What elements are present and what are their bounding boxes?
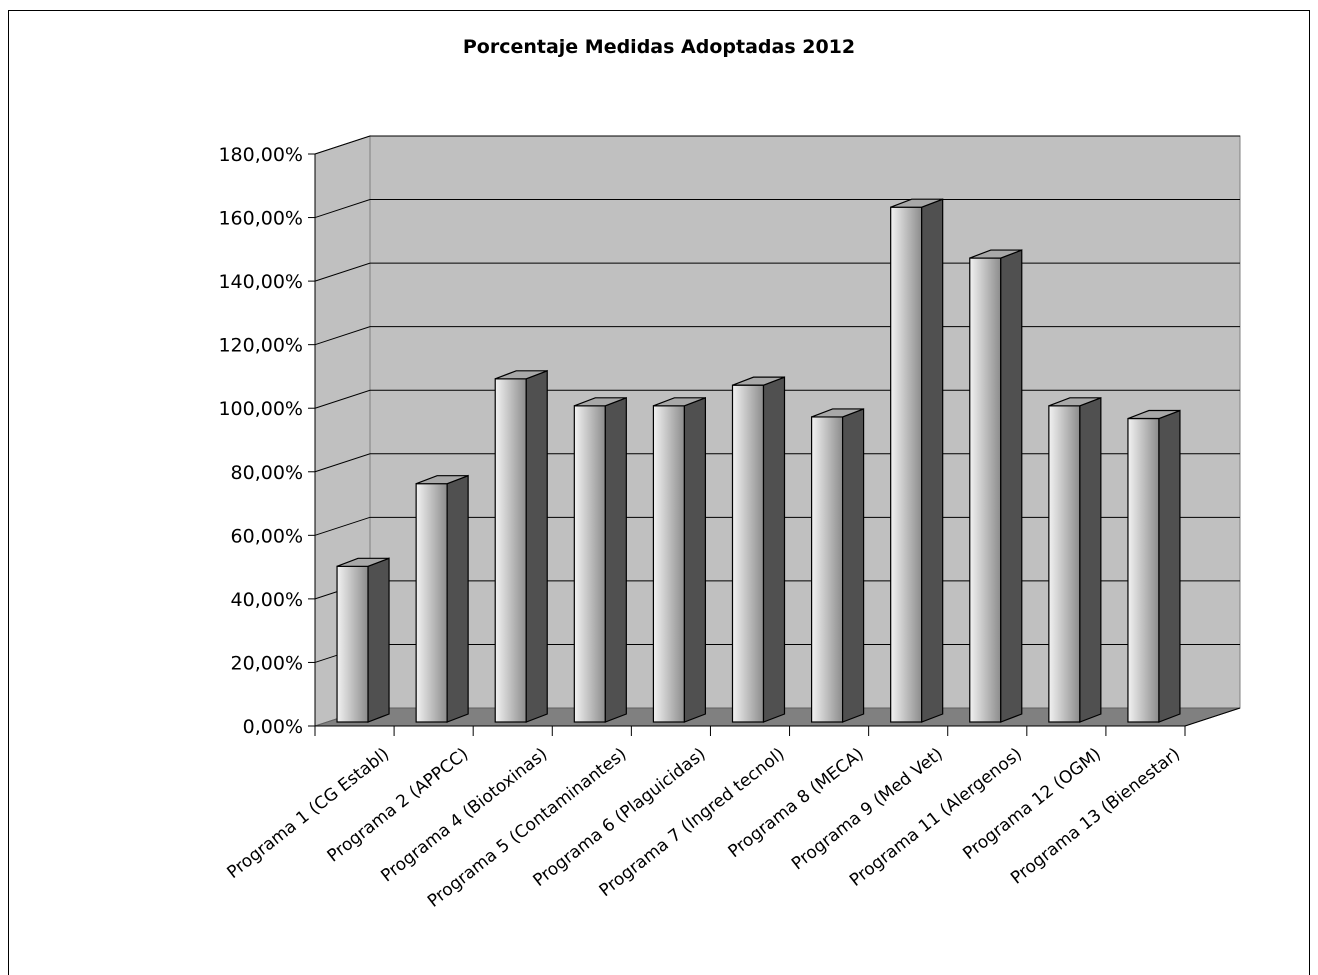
y-tick-label: 0,00% — [243, 716, 303, 738]
bar — [415, 474, 469, 723]
bar — [652, 396, 707, 723]
gridline — [314, 199, 1240, 219]
bar — [573, 396, 627, 723]
bar — [1048, 396, 1102, 723]
bar-side — [446, 474, 469, 723]
bar — [731, 376, 786, 723]
bar — [890, 198, 944, 723]
bar-front — [810, 416, 844, 723]
bar-front — [969, 257, 1002, 723]
x-axis-depth-line — [1184, 707, 1241, 727]
bar-side — [921, 198, 944, 723]
bar-front — [415, 483, 448, 723]
gridline — [314, 389, 1240, 409]
bar-top — [811, 408, 864, 418]
bar-side — [604, 396, 627, 723]
bar-front — [494, 378, 527, 723]
bar-top — [495, 370, 548, 380]
bar-front — [336, 565, 369, 723]
bar-side — [762, 376, 786, 723]
gridline — [314, 135, 1240, 155]
bar — [1127, 409, 1181, 723]
bar — [969, 249, 1023, 723]
bar-front — [890, 206, 923, 723]
bar — [336, 557, 390, 723]
x-tick-label: Programa 2 (APPCC) — [324, 744, 473, 866]
bar-top — [890, 198, 943, 208]
y-tick-label: 120,00% — [218, 335, 303, 357]
y-tick-label: 80,00% — [231, 462, 303, 484]
gridlines — [314, 135, 1240, 663]
gridline — [314, 326, 1240, 346]
bar-top — [336, 557, 390, 567]
y-tick-label: 20,00% — [231, 652, 303, 674]
bar-side — [1079, 396, 1102, 723]
bar-front — [652, 405, 686, 723]
bar — [810, 408, 865, 723]
bar-side — [1000, 249, 1023, 723]
bar — [494, 369, 548, 723]
bar-top — [574, 397, 627, 407]
bar-front — [731, 384, 765, 723]
bar-side — [841, 408, 865, 723]
bar-front — [1127, 417, 1160, 723]
chart-title: Porcentaje Medidas Adoptadas 2012 — [462, 36, 856, 58]
x-tick-label: Programa 1 (CG Establ) — [224, 744, 394, 883]
y-tick-label: 160,00% — [218, 208, 303, 230]
bar-top — [653, 397, 706, 407]
y-tick-label: 60,00% — [231, 525, 303, 547]
gridline — [314, 453, 1240, 473]
gridline — [314, 262, 1240, 282]
y-tick-label: 40,00% — [231, 589, 303, 611]
x-tick-label: Programa 12 (OGM) — [959, 744, 1105, 864]
bar-front — [573, 405, 606, 723]
bar-top — [415, 475, 469, 485]
bar-top — [732, 376, 785, 386]
bar-side — [1158, 409, 1181, 723]
bar-side — [525, 369, 548, 723]
bar-front — [1048, 405, 1081, 723]
y-tick-label: 180,00% — [218, 144, 303, 166]
axes — [308, 153, 1241, 736]
gridline — [314, 516, 1240, 536]
bar-side — [367, 557, 390, 723]
y-tick-label: 100,00% — [218, 398, 303, 420]
bar-top — [969, 249, 1022, 259]
y-tick-label: 140,00% — [218, 271, 303, 293]
bar-side — [683, 396, 707, 723]
bar-top — [1127, 409, 1181, 420]
x-tick-label: Programa 8 (MECA) — [725, 744, 868, 862]
x-tick-label: Programa 9 (Med Vet) — [788, 744, 947, 874]
bars — [336, 198, 1181, 723]
bar-top — [1048, 397, 1102, 407]
